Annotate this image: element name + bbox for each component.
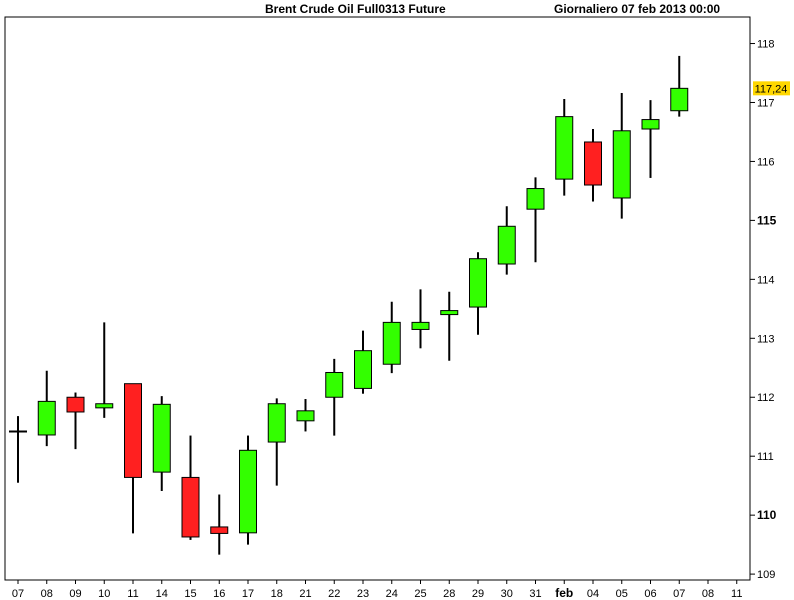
x-tick-label: 30 — [501, 588, 513, 600]
y-tick-label: 115 — [757, 213, 777, 227]
candle-body — [66, 396, 85, 413]
x-tick-label: 31 — [529, 588, 541, 600]
y-tick-label: 116 — [757, 156, 775, 168]
x-tick-label: 23 — [357, 588, 369, 600]
candle-body — [469, 258, 487, 308]
y-tick-label: 112 — [757, 392, 775, 404]
candle-body — [555, 116, 574, 180]
candle-body — [95, 403, 114, 409]
y-tick-label: 109 — [757, 569, 775, 581]
x-tick-label: 07 — [673, 588, 685, 600]
x-tick-label: 11 — [731, 588, 742, 600]
candle-body — [354, 350, 372, 389]
x-tick-label: 09 — [69, 588, 81, 600]
candle-body — [325, 371, 344, 398]
candle-body — [152, 403, 171, 473]
x-tick-label: 17 — [242, 588, 254, 600]
candle-body — [411, 321, 430, 330]
x-tick-label: 28 — [443, 588, 455, 600]
candle-body — [267, 403, 286, 443]
x-tick-label: 15 — [184, 588, 196, 600]
candle-body — [181, 476, 200, 538]
candle-body — [497, 225, 516, 265]
candle-body — [382, 321, 401, 365]
x-tick-label: 08 — [702, 588, 714, 600]
plot-frame — [4, 16, 751, 581]
y-tick-label: 111 — [757, 451, 774, 463]
x-tick-label: 16 — [213, 588, 225, 600]
candle-body — [37, 400, 56, 436]
y-tick-label: 113 — [757, 333, 775, 345]
x-tick-label: 08 — [41, 588, 53, 600]
x-tick-label: 04 — [587, 588, 599, 600]
x-tick-label: 06 — [644, 588, 656, 600]
x-tick-label: 10 — [98, 588, 110, 600]
candle-body — [296, 410, 315, 422]
x-tick-label: 24 — [386, 588, 398, 600]
x-tick-label: 21 — [299, 588, 311, 600]
candle-body — [584, 141, 602, 186]
x-tick-label: feb — [555, 586, 573, 600]
candle-body — [526, 188, 545, 210]
x-tick-label: 14 — [156, 588, 168, 600]
candle-body — [440, 310, 459, 316]
candle-body — [210, 526, 229, 534]
last-price-marker — [753, 81, 790, 96]
candle-body — [239, 449, 257, 534]
x-tick-label: 29 — [472, 588, 484, 600]
chart-title: Brent Crude Oil Full0313 Future — [265, 2, 446, 16]
x-tick-label: 18 — [271, 588, 283, 600]
chart-period-label: Giornaliero 07 feb 2013 00:00 — [554, 2, 721, 16]
candle-body — [670, 87, 689, 112]
candle-body — [124, 383, 142, 478]
y-tick-label: 118 — [757, 39, 775, 51]
y-tick-label: 117 — [757, 97, 775, 109]
x-tick-label: 05 — [616, 588, 628, 600]
x-tick-label: 11 — [127, 588, 138, 600]
candle-body — [641, 119, 660, 130]
y-tick-label: 114 — [757, 274, 775, 286]
last-price-label: 117,24 — [755, 83, 788, 95]
candle-body — [612, 130, 631, 199]
x-tick-label: 07 — [12, 588, 24, 600]
y-tick-label: 110 — [757, 508, 777, 522]
x-tick-label: 22 — [328, 588, 340, 600]
x-tick-label: 25 — [414, 588, 426, 600]
